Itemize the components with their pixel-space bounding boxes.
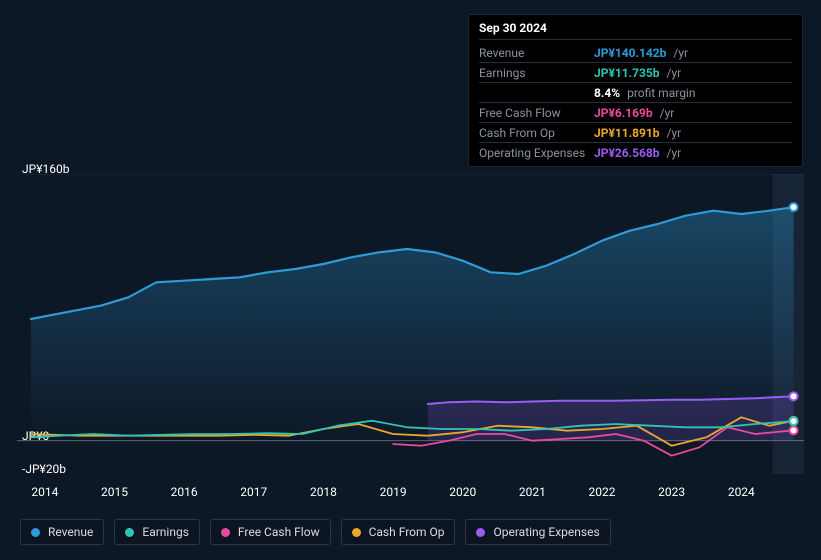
legend-swatch (221, 528, 230, 537)
metrics-row-value: JP¥6.169b /yr (594, 106, 674, 120)
metrics-row-label: Revenue (479, 46, 594, 60)
legend-swatch (476, 528, 485, 537)
series-end-marker-earnings (790, 417, 798, 425)
x-axis-label: 2017 (240, 485, 267, 499)
x-axis-label: 2019 (380, 485, 407, 499)
x-axis-label: 2014 (31, 485, 58, 499)
metrics-row-value: 8.4% profit margin (594, 86, 695, 100)
x-axis-label: 2022 (589, 485, 616, 499)
legend-item-revenue[interactable]: Revenue (20, 519, 104, 545)
metrics-row: RevenueJP¥140.142b /yr (479, 43, 792, 63)
series-end-marker-revenue (790, 203, 798, 211)
metrics-row-label: Earnings (479, 66, 594, 80)
metrics-row: Operating ExpensesJP¥26.568b /yr (479, 143, 792, 162)
metrics-date: Sep 30 2024 (479, 21, 792, 40)
metrics-row-value: JP¥140.142b /yr (594, 46, 688, 60)
legend-swatch (31, 528, 40, 537)
x-axis-label: 2016 (171, 485, 198, 499)
legend-label: Free Cash Flow (238, 525, 320, 539)
chart-plot[interactable] (17, 174, 804, 474)
metrics-row-label: Cash From Op (479, 126, 594, 140)
legend-item-earnings[interactable]: Earnings (114, 519, 200, 545)
x-axis-label: 2021 (519, 485, 546, 499)
legend-label: Cash From Op (369, 525, 445, 539)
metrics-row: Cash From OpJP¥11.891b /yr (479, 123, 792, 143)
x-axis-label: 2015 (101, 485, 128, 499)
x-axis-label: 2018 (310, 485, 337, 499)
legend-label: Earnings (142, 525, 189, 539)
legend-item-opex[interactable]: Operating Expenses (465, 519, 610, 545)
legend-item-fcf[interactable]: Free Cash Flow (210, 519, 331, 545)
metrics-row-value: JP¥11.735b /yr (594, 66, 681, 80)
legend: Revenue Earnings Free Cash Flow Cash From O… (20, 519, 611, 545)
metrics-row: Free Cash FlowJP¥6.169b /yr (479, 103, 792, 123)
legend-label: Revenue (48, 525, 93, 539)
series-end-marker-opex (790, 392, 798, 400)
legend-swatch (125, 528, 134, 537)
legend-label: Operating Expenses (493, 525, 599, 539)
metrics-row-value: JP¥26.568b /yr (594, 146, 681, 160)
metrics-row-label: Free Cash Flow (479, 106, 594, 120)
metrics-row: 8.4% profit margin (479, 83, 792, 103)
legend-item-cfo[interactable]: Cash From Op (341, 519, 456, 545)
metrics-row-value: JP¥11.891b /yr (594, 126, 681, 140)
series-end-marker-fcf (790, 426, 798, 434)
x-axis-label: 2023 (658, 485, 685, 499)
metrics-row-label: Operating Expenses (479, 146, 594, 160)
x-axis-label: 2020 (449, 485, 476, 499)
x-axis-label: 2024 (728, 485, 755, 499)
metrics-row-label (479, 86, 594, 100)
metrics-row: EarningsJP¥11.735b /yr (479, 63, 792, 83)
legend-swatch (352, 528, 361, 537)
metrics-panel: Sep 30 2024 RevenueJP¥140.142b /yrEarnin… (468, 14, 803, 167)
